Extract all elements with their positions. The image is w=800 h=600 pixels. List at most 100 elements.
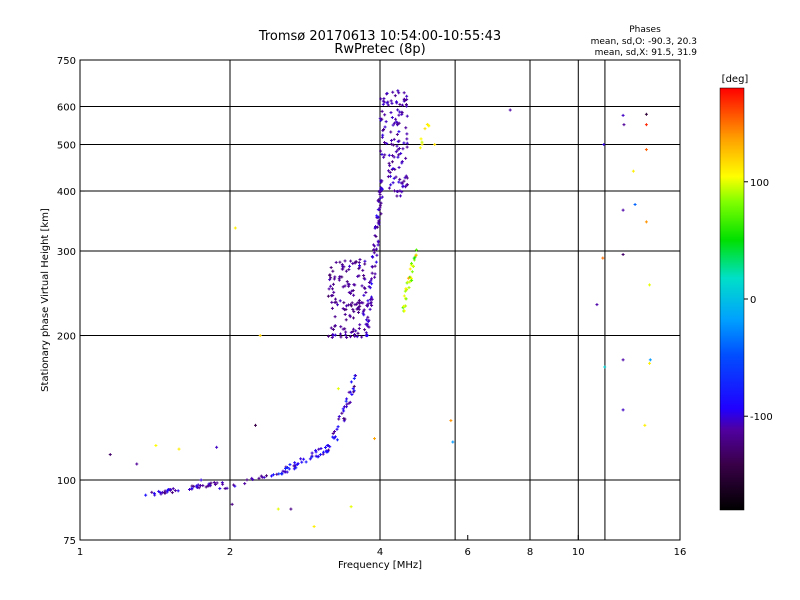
data-point — [345, 280, 349, 284]
data-point — [360, 284, 364, 288]
data-point — [602, 143, 606, 147]
data-point — [372, 248, 376, 252]
data-point — [366, 315, 370, 319]
data-point — [293, 461, 297, 465]
data-point — [397, 139, 401, 143]
data-point — [380, 152, 384, 156]
data-point — [383, 153, 387, 157]
data-point — [108, 453, 112, 457]
data-point — [377, 219, 381, 223]
data-point — [329, 294, 333, 298]
data-point — [342, 419, 346, 423]
data-point — [400, 190, 404, 194]
data-point — [364, 331, 368, 335]
data-point — [347, 401, 351, 405]
data-point — [621, 253, 625, 257]
data-point — [360, 335, 364, 339]
data-point — [378, 193, 382, 197]
data-point — [396, 189, 400, 193]
data-point — [344, 333, 348, 337]
data-point — [397, 165, 401, 169]
data-point — [374, 260, 378, 264]
data-point — [355, 335, 359, 339]
data-point — [633, 202, 637, 206]
x-tick-label: 2 — [227, 547, 233, 558]
data-point — [331, 435, 335, 439]
data-point — [394, 117, 398, 121]
data-point — [373, 437, 377, 441]
data-point — [397, 180, 401, 184]
data-point — [369, 279, 373, 283]
data-point — [383, 141, 387, 145]
data-point — [406, 280, 410, 284]
data-point — [385, 101, 389, 105]
data-point — [420, 140, 424, 144]
data-point — [204, 485, 208, 489]
data-point — [373, 226, 377, 230]
data-point — [341, 285, 345, 289]
data-point — [354, 260, 358, 264]
data-point — [355, 302, 359, 306]
data-point — [270, 474, 274, 478]
data-point — [370, 303, 374, 307]
data-point — [397, 153, 401, 157]
data-point — [376, 243, 380, 247]
data-point — [404, 104, 408, 108]
data-point — [391, 166, 395, 170]
data-point — [337, 417, 341, 421]
data-point — [334, 300, 338, 304]
data-point — [376, 225, 380, 229]
x-tick-label: 16 — [674, 547, 687, 558]
data-point — [389, 142, 393, 146]
data-point — [395, 101, 399, 105]
data-point — [595, 303, 599, 307]
colorbar-tick-label: 0 — [750, 295, 756, 306]
data-point — [405, 137, 409, 141]
data-point — [380, 195, 384, 199]
data-point — [405, 94, 409, 98]
data-point — [357, 298, 361, 302]
data-point — [380, 187, 384, 191]
data-point — [150, 490, 154, 494]
data-point — [370, 271, 374, 275]
data-point — [380, 117, 384, 121]
data-point — [330, 306, 334, 310]
data-point — [404, 126, 408, 130]
data-point — [379, 149, 383, 153]
data-point — [333, 315, 337, 319]
data-point — [398, 194, 402, 198]
data-point — [329, 266, 333, 270]
data-point — [391, 123, 395, 127]
data-point — [363, 262, 367, 266]
data-point — [332, 277, 336, 281]
data-point — [384, 120, 388, 124]
data-point — [648, 361, 652, 365]
data-point — [288, 463, 292, 467]
colorbar-label: [deg] — [722, 74, 749, 85]
x-tick-label: 10 — [572, 547, 585, 558]
data-point — [395, 194, 399, 198]
data-point — [171, 487, 175, 491]
data-point — [326, 444, 330, 448]
data-point — [362, 293, 366, 297]
data-point — [405, 114, 409, 118]
data-point — [433, 143, 437, 147]
data-point — [187, 487, 191, 491]
data-point — [423, 127, 427, 131]
data-point — [221, 482, 225, 486]
data-point — [631, 169, 635, 173]
data-point — [327, 287, 331, 291]
chart-subtitle: RwPretec (8p) — [334, 42, 425, 57]
data-point — [347, 284, 351, 288]
data-point — [404, 297, 408, 301]
data-point — [284, 467, 288, 471]
data-point — [410, 270, 414, 274]
data-point — [382, 127, 386, 131]
data-point — [299, 457, 303, 461]
x-axis-label: Frequency [MHz] — [338, 560, 422, 571]
data-point — [375, 247, 379, 251]
data-point — [351, 262, 355, 266]
data-point — [361, 268, 365, 272]
data-point — [376, 208, 380, 212]
data-point — [352, 376, 356, 380]
